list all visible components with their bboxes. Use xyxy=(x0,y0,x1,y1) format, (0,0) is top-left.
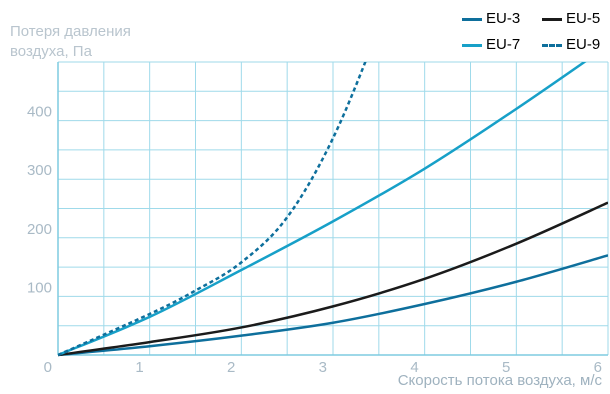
legend-swatch-eu-5 xyxy=(542,17,562,21)
series-line-eu-7 xyxy=(58,62,587,357)
y-tick-label: 200 xyxy=(27,221,52,238)
y-axis-label: Потеря давления воздуха, Па xyxy=(10,23,131,60)
x-tick-labels: 0 1 2 3 4 5 6 xyxy=(44,359,602,376)
legend-label-eu-3: EU-3 xyxy=(486,10,521,27)
y-tick-label: 100 xyxy=(27,279,52,296)
legend-swatch-eu-9 xyxy=(542,43,562,47)
legend-swatch-eu-7 xyxy=(462,43,482,47)
series-line-eu-9 xyxy=(58,62,367,357)
y-tick-label: 400 xyxy=(27,104,52,121)
x-tick-label: 4 xyxy=(410,359,418,376)
legend-item-eu-7: EU-7 xyxy=(462,36,520,54)
series-line-eu-3 xyxy=(58,254,608,357)
x-tick-label: 0 xyxy=(44,359,52,376)
series-line-eu-5 xyxy=(58,201,608,357)
grid xyxy=(57,61,609,356)
legend-label-eu-5: EU-5 xyxy=(566,10,601,27)
y-tick-label: 300 xyxy=(27,162,52,179)
x-tick-label: 3 xyxy=(319,359,327,376)
series-lines xyxy=(58,62,608,357)
legend-label-eu-9: EU-9 xyxy=(566,36,601,53)
legend-item-eu-5: EU-5 xyxy=(542,10,600,28)
x-tick-label: 6 xyxy=(594,359,602,376)
x-tick-label: 2 xyxy=(227,359,235,376)
x-tick-label: 1 xyxy=(135,359,143,376)
legend-swatch-eu-3 xyxy=(462,17,482,21)
legend-label-eu-7: EU-7 xyxy=(486,36,521,53)
y-tick-labels: 100 200 300 400 xyxy=(27,104,52,297)
x-axis-label: Скорость потока воздуха, м/с xyxy=(397,372,602,389)
legend-item-eu-9: EU-9 xyxy=(542,36,600,54)
legend-item-eu-3: EU-3 xyxy=(462,10,520,28)
x-tick-label: 5 xyxy=(502,359,510,376)
